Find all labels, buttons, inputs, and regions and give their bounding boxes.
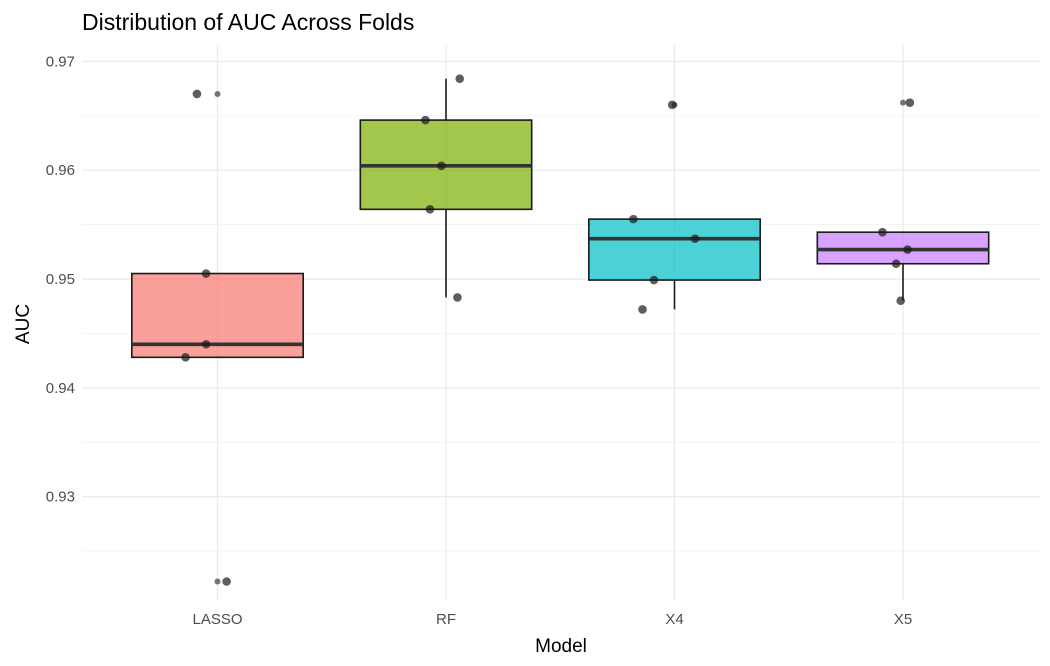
- x-axis-title: Model: [535, 636, 587, 657]
- data-point: [181, 353, 190, 362]
- data-point: [638, 305, 647, 314]
- data-point: [903, 245, 912, 254]
- x-axis-ticks: LASSO RF X4 X5: [192, 611, 912, 628]
- data-point: [453, 293, 462, 302]
- jitter-points: [181, 74, 915, 586]
- data-point: [905, 98, 915, 107]
- y-tick-label: 0.95: [46, 271, 75, 288]
- data-point: [667, 100, 677, 110]
- data-point: [878, 227, 887, 237]
- data-point: [425, 205, 435, 214]
- box-body: [588, 218, 761, 281]
- data-point: [891, 259, 901, 269]
- outlier-point: [214, 90, 221, 97]
- data-point: [649, 275, 659, 285]
- data-point: [896, 296, 906, 306]
- y-axis-ticks: 0.93 0.94 0.95 0.96 0.97: [46, 53, 75, 505]
- y-tick-label: 0.97: [46, 53, 75, 70]
- data-point: [201, 339, 211, 349]
- x-tick-label: X5: [894, 611, 912, 628]
- data-point: [629, 214, 638, 224]
- box-rf: [359, 78, 533, 298]
- points-x5: [878, 98, 915, 306]
- x-tick-label: LASSO: [192, 611, 242, 628]
- points-lasso: [181, 89, 231, 586]
- x-tick-label: X4: [665, 611, 683, 628]
- x-tick-label: RF: [436, 611, 456, 628]
- chart-title: Distribution of AUC Across Folds: [82, 9, 414, 35]
- box-x5: [816, 99, 990, 301]
- data-point: [690, 234, 700, 244]
- y-tick-label: 0.93: [46, 489, 75, 506]
- data-point: [437, 161, 446, 171]
- box-series: [131, 78, 990, 585]
- data-point: [201, 269, 211, 278]
- points-rf: [421, 74, 465, 302]
- y-axis-title: AUC: [13, 304, 34, 344]
- data-point: [192, 89, 202, 99]
- points-x4: [629, 100, 700, 314]
- outlier-point: [900, 99, 906, 106]
- y-tick-label: 0.96: [46, 162, 75, 179]
- outlier-point: [214, 578, 221, 585]
- y-tick-label: 0.94: [46, 380, 75, 397]
- data-point: [455, 74, 465, 84]
- data-point: [421, 115, 430, 125]
- data-point: [222, 577, 231, 586]
- box-lasso: [131, 90, 304, 585]
